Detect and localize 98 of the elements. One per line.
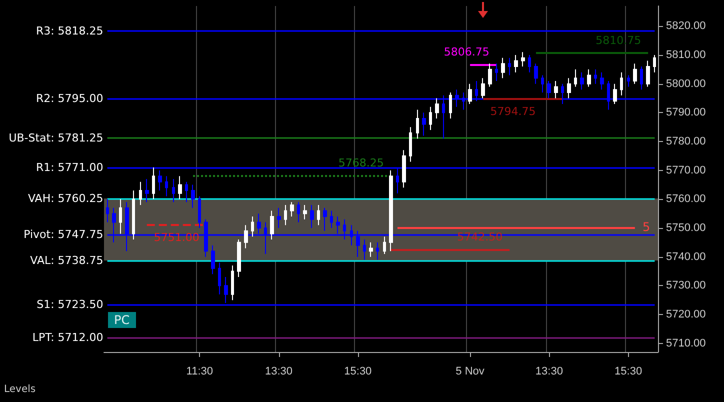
candlestick [132, 190, 135, 240]
y-tick-label: 5770.00 [666, 164, 706, 176]
candlestick [389, 170, 393, 252]
candlestick [310, 204, 314, 229]
y-tick-label: 5790.00 [666, 106, 706, 119]
candlestick [218, 262, 221, 295]
candlestick [185, 181, 188, 203]
candlestick [152, 166, 155, 200]
candlestick [653, 54, 656, 73]
candlestick [547, 80, 551, 99]
candlestick [297, 202, 300, 223]
y-tick-label: 5760.00 [666, 193, 706, 206]
candlestick [376, 242, 379, 260]
ref-line-label: 5794.75 [490, 104, 536, 118]
ref-line-label: S1: 5723.50 [36, 298, 104, 311]
y-tick-label: 5730.00 [666, 280, 706, 292]
candlestick [495, 63, 498, 82]
candlestick [106, 198, 109, 223]
candlestick [251, 216, 254, 238]
candlestick [633, 63, 637, 84]
candlestick [600, 72, 604, 90]
candlestick [303, 204, 307, 220]
candlestick [587, 68, 591, 88]
y-tick-label: 5740.00 [666, 250, 706, 263]
candlestick [330, 210, 333, 229]
candlestick [620, 72, 623, 96]
candlestick [429, 106, 432, 130]
candlestick [514, 54, 518, 73]
annotation: PC [108, 312, 136, 328]
ref-line-label: VAH: 5760.25 [28, 192, 104, 205]
ref-line-label: R1: 5771.00 [36, 160, 104, 174]
ref-line-label: UB-Stat: 5781.25 [8, 131, 104, 144]
candlestick [508, 57, 511, 76]
candlestick [178, 176, 182, 200]
candlestick [481, 78, 485, 99]
y-tick-label: 5780.00 [666, 136, 706, 148]
x-tick-label: 15:30 [344, 366, 372, 378]
candlestick [488, 63, 492, 88]
candlestick [145, 178, 149, 203]
candlestick [369, 242, 373, 258]
candlestick [172, 178, 175, 203]
candlestick [270, 210, 274, 240]
candlestick [449, 92, 452, 119]
candlestick [139, 181, 142, 206]
x-tick-label: 15:30 [614, 366, 642, 378]
candlestick [574, 68, 577, 88]
x-tick-label: 11:30 [186, 366, 213, 378]
y-tick-label: 5720.00 [666, 308, 706, 321]
candlestick [231, 265, 234, 301]
candlestick [363, 239, 366, 260]
y-tick-label: 5750.00 [666, 222, 706, 234]
candlestick [416, 109, 419, 140]
candlestick [521, 52, 525, 68]
candlestick [627, 74, 630, 88]
candlestick [640, 66, 643, 90]
candlestick [290, 202, 294, 217]
candlestick [567, 78, 571, 99]
ref-line-label: 5806.75 [444, 45, 490, 58]
candlestick [284, 204, 287, 226]
candlestick [534, 63, 538, 84]
candlestick [468, 83, 472, 105]
candlestick [191, 184, 195, 208]
ref-line-label: Pivot: 5747.75 [24, 228, 104, 242]
x-tick-label: 13:30 [535, 366, 563, 378]
candlestick [277, 207, 281, 229]
y-tick-label: 5820.00 [666, 20, 706, 32]
candlestick [541, 74, 544, 93]
candlestick [501, 57, 505, 79]
candlestick [237, 239, 241, 278]
candlestick [613, 83, 617, 105]
ref-line-label: R2: 5795.00 [36, 92, 104, 105]
candlestick [317, 204, 320, 226]
x-tick-label: 5 Nov [456, 366, 485, 378]
y-tick-label: 5810.00 [666, 49, 706, 62]
candlestick [528, 54, 531, 73]
candlestick [409, 126, 412, 162]
y-tick-label: 5710.00 [666, 337, 706, 350]
candlestick [211, 244, 215, 275]
annotation: 5 [642, 220, 650, 234]
y-tick-label: 5800.00 [666, 78, 706, 90]
x-tick-label: 13:30 [265, 366, 293, 378]
candlestick [119, 198, 122, 234]
text: Levels [4, 384, 36, 396]
candlestick [422, 112, 426, 136]
candlestick [244, 224, 248, 249]
ref-line-label: LPT: 5712.00 [32, 331, 104, 344]
candlestick [554, 80, 558, 99]
candlestick [594, 68, 597, 84]
candlestick [402, 150, 406, 188]
candlestick [435, 98, 439, 119]
candlestick [580, 72, 584, 90]
ref-line-label: R3: 5818.25 [36, 24, 104, 38]
candlestick [323, 207, 327, 232]
candlestick [198, 196, 201, 229]
ref-line-label: VAL: 5738.75 [30, 254, 104, 267]
candlestick [383, 236, 386, 254]
candlestick [165, 176, 168, 197]
candlestick [646, 60, 650, 88]
